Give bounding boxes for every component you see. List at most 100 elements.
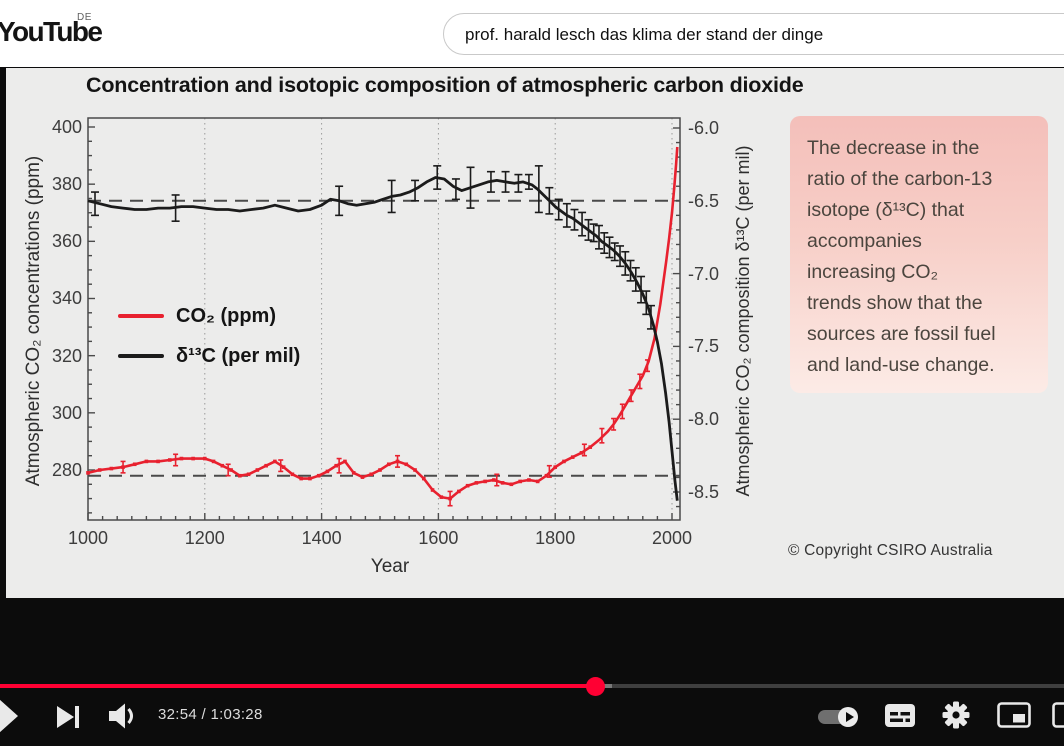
data-marker <box>308 476 312 481</box>
autoplay-play-icon <box>846 712 854 722</box>
data-marker <box>492 478 496 482</box>
volume-icon <box>109 703 133 729</box>
tick-label: -8.5 <box>688 482 720 502</box>
miniplayer-icon <box>997 702 1031 728</box>
data-marker <box>544 473 549 478</box>
tick-label: 400 <box>51 117 82 137</box>
tick-label: -8.0 <box>688 409 720 430</box>
progress-bar[interactable] <box>0 684 1064 688</box>
search-input[interactable]: prof. harald lesch das klima der stand d… <box>443 13 1064 55</box>
tick-label: -7.5 <box>688 336 720 357</box>
data-marker <box>203 456 207 461</box>
tick-label: 380 <box>51 174 82 195</box>
video-player[interactable]: Concentration and isotopic composition o… <box>0 67 1064 746</box>
region-code: DE <box>77 12 92 23</box>
plot-border <box>87 117 681 521</box>
data-marker <box>527 478 531 482</box>
tick-label: 340 <box>51 288 82 309</box>
data-marker <box>457 489 461 494</box>
data-marker <box>255 468 260 472</box>
theater-button[interactable] <box>1052 702 1064 734</box>
captions-icon <box>885 704 915 727</box>
data-marker <box>509 482 514 487</box>
data-marker <box>121 465 125 469</box>
data-marker <box>156 459 160 464</box>
legend-label-d13c: δ¹³C (per mil) <box>176 344 301 367</box>
data-marker <box>343 459 347 464</box>
data-marker <box>360 475 365 479</box>
youtube-logo[interactable]: YouTube <box>0 16 103 47</box>
data-marker <box>483 479 487 484</box>
miniplayer-button[interactable] <box>997 702 1032 734</box>
data-marker <box>430 488 435 492</box>
tick-label: 300 <box>51 402 82 423</box>
right-axis-title: Atmospheric CO₂ composition δ¹³C (per mi… <box>733 145 753 497</box>
data-marker <box>386 462 391 467</box>
play-icon <box>0 699 18 733</box>
left-axis-title: Atmospheric CO₂ concentrations (ppm) <box>23 155 44 487</box>
play-button[interactable] <box>0 699 18 733</box>
next-button[interactable] <box>55 705 81 734</box>
data-marker <box>588 445 593 449</box>
data-marker <box>570 455 575 459</box>
progress-scrubber[interactable] <box>585 677 605 696</box>
legend-row-d13c: δ¹³C (per mil) <box>118 336 300 376</box>
settings-button[interactable] <box>941 700 971 735</box>
series-line <box>87 176 679 501</box>
tick-label: 320 <box>51 345 82 366</box>
data-marker <box>404 462 409 467</box>
data-marker <box>264 463 268 468</box>
progress-played <box>0 684 587 688</box>
tick-label: 1000 <box>67 528 109 548</box>
data-marker <box>518 479 522 484</box>
data-marker <box>369 472 374 477</box>
data-marker <box>179 456 184 461</box>
chart-panel: Concentration and isotopic composition o… <box>6 68 1064 598</box>
theater-icon <box>1052 702 1064 728</box>
data-marker <box>553 465 557 469</box>
autoplay-toggle[interactable] <box>818 707 858 727</box>
time-display: 32:54 / 1:03:28 <box>158 706 263 723</box>
data-marker <box>535 479 540 484</box>
tick-label: 1600 <box>418 528 459 548</box>
data-marker <box>325 469 330 474</box>
chart-title: Concentration and isotopic composition o… <box>86 73 804 97</box>
tick-label: -6.5 <box>688 190 720 211</box>
data-marker <box>579 451 584 455</box>
volume-button[interactable] <box>106 701 138 736</box>
chart-canvas <box>86 117 681 521</box>
data-marker <box>413 468 417 472</box>
next-icon <box>57 706 79 728</box>
data-marker <box>132 462 137 467</box>
data-marker <box>351 471 356 475</box>
data-marker <box>290 472 295 477</box>
captions-button[interactable] <box>884 703 916 734</box>
data-marker <box>500 481 505 485</box>
autoplay-knob <box>838 707 858 727</box>
tick-label: 1400 <box>301 528 342 548</box>
legend-label-co2: CO₂ (ppm) <box>176 304 276 327</box>
data-marker <box>316 473 321 478</box>
chart-legend: CO₂ (ppm) δ¹³C (per mil) <box>118 296 300 376</box>
tick-label: -6.0 <box>688 118 720 138</box>
data-marker <box>299 476 303 481</box>
tick-label: 2000 <box>651 528 693 548</box>
search-query-text: prof. harald lesch das klima der stand d… <box>465 25 824 44</box>
data-marker <box>229 468 233 472</box>
legend-swatch-d13c <box>118 354 164 358</box>
data-marker <box>238 473 242 478</box>
data-marker <box>439 495 444 499</box>
legend-swatch-co2 <box>118 314 164 318</box>
tick-label: 1800 <box>535 528 576 548</box>
annotation-text: The decrease in the ratio of the carbon-… <box>807 137 996 376</box>
data-marker <box>109 466 114 471</box>
data-marker <box>246 472 251 477</box>
data-marker <box>562 459 566 464</box>
tick-label: -7.0 <box>688 263 720 284</box>
legend-row-co2: CO₂ (ppm) <box>118 296 300 336</box>
tick-label: 360 <box>51 231 82 252</box>
data-marker <box>465 483 470 488</box>
data-marker <box>334 463 338 468</box>
data-marker <box>211 459 216 464</box>
data-marker <box>144 459 149 464</box>
